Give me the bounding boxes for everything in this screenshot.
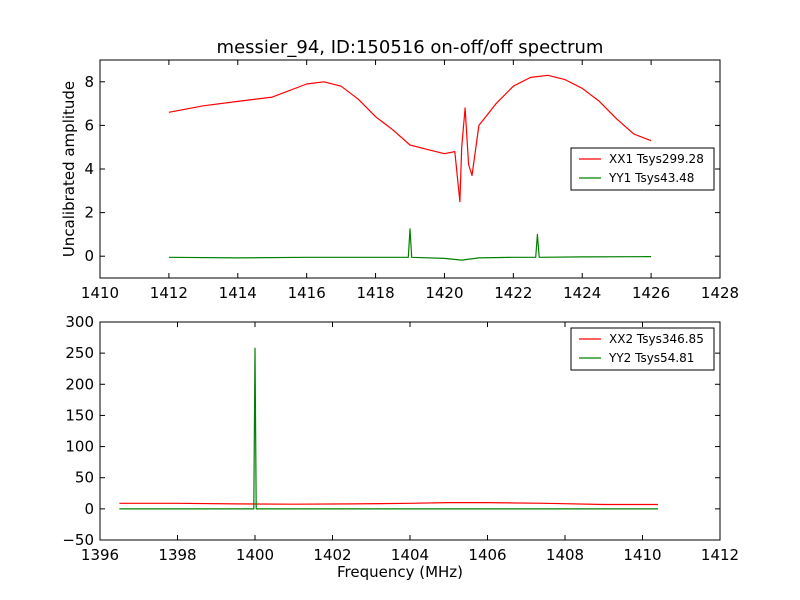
x-tick-label: 1400 [236,546,274,564]
series-line-1-1 [168,74,652,203]
y-tick-label: 0 [84,247,94,265]
x-tick-label: 1414 [219,284,257,302]
y-tick-label: 6 [84,116,94,134]
x-tick-label: 1418 [356,284,394,302]
legend: XX2 Tsys346.85 YY2 Tsys54.81 [570,327,715,371]
x-tick-label: 1402 [313,546,351,564]
y-tick-label: −50 [62,531,94,549]
top-panel: 1410 1412 1414 1416 1418 1420 1422 1424 1426 1428… [60,59,739,302]
x-tick-label: 1404 [391,546,429,564]
x-tick-label: 1412 [701,546,739,564]
y-axis-label: Uncalibrated amplitude [60,81,78,257]
x-tick-label: 1420 [425,284,463,302]
y-tick-label: 50 [75,469,94,487]
y-tick-label: 250 [65,344,94,362]
legend-label: XX1 Tsys299.28 [609,152,704,166]
legend-label: XX2 Tsys346.85 [609,332,704,346]
x-tick-label: 1410 [81,284,119,302]
x-tick-label: 1422 [494,284,532,302]
legend-label: YY1 Tsys43.48 [608,171,694,185]
x-tick-label: 1398 [158,546,196,564]
series-line-2-1 [119,502,658,506]
x-axis-label: Frequency (MHz) [337,563,463,581]
legend: XX1 Tsys299.28 YY1 Tsys43.48 [570,147,715,191]
y-tick-label: 8 [84,73,94,91]
x-tick-label: 1424 [563,284,601,302]
x-tick-label: 1412 [150,284,188,302]
y-tick-label: 300 [65,313,94,331]
x-tick-label: 1396 [81,546,119,564]
series-line-2-2 [119,347,658,510]
x-tick-label: 1426 [632,284,670,302]
chart-title: messier_94, ID:150516 on-off/off spectru… [217,37,604,58]
y-tick-label: 0 [84,500,94,518]
x-tick-label: 1408 [546,546,584,564]
y-tick-label: 200 [65,375,94,393]
x-tick-label: 1416 [288,284,326,302]
y-tick-label: 4 [84,160,94,178]
y-tick-label: 100 [65,438,94,456]
bottom-panel: 1396 1398 1400 1402 1404 1406 1408 1410 1412 −50 0… [62,313,739,581]
legend-box [570,327,715,371]
y-tick-label: 2 [84,204,94,222]
x-tick-label: 1406 [468,546,506,564]
legend-label: YY2 Tsys54.81 [608,351,694,365]
x-tick-label: 1410 [623,546,661,564]
y-tick-label: 150 [65,406,94,424]
legend-box [570,147,715,191]
series-line-1-2 [168,228,652,261]
x-tick-label: 1428 [701,284,739,302]
